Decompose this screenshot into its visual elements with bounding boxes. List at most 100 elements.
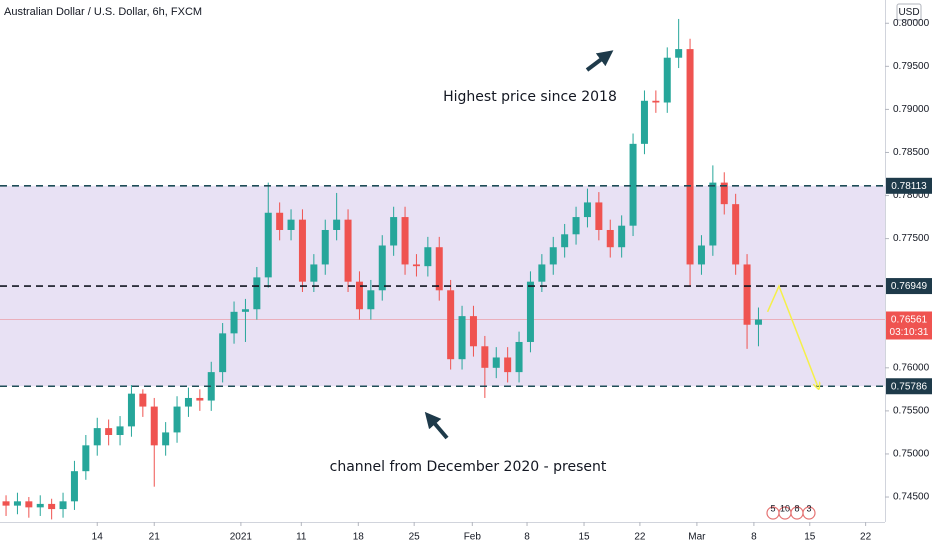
candle-body (720, 182, 728, 205)
candle-body (139, 393, 147, 407)
y-tick-label: 0.75500 (893, 406, 930, 417)
y-tick-label: 0.77500 (893, 233, 930, 244)
candle-body (618, 225, 626, 248)
projection-line (766, 284, 818, 386)
candle-body (70, 471, 78, 502)
x-tick-label: 21 (149, 532, 161, 543)
y-tick-label: 0.74500 (893, 492, 930, 503)
candle-body (2, 501, 10, 506)
candle-body (105, 428, 113, 435)
level-label-box (886, 378, 932, 395)
candle-body (595, 202, 603, 230)
candle-body (447, 290, 455, 360)
candle-body (276, 212, 284, 230)
x-tick-label: 14 (92, 532, 104, 543)
candle-body (504, 357, 512, 373)
level-label-box (886, 177, 932, 194)
level-label-box (886, 278, 932, 295)
candle-body (116, 426, 124, 435)
x-tick-label: 8 (524, 532, 530, 543)
candle-body (298, 219, 306, 282)
candle-body (732, 204, 740, 265)
candle-body (48, 503, 56, 510)
candle-body (127, 393, 135, 427)
level-label: 0.76949 (891, 281, 928, 292)
x-tick-label: 2021 (230, 532, 253, 543)
candle-body (526, 281, 534, 342)
candle-body (310, 264, 318, 282)
candle-body (549, 247, 557, 265)
x-tick-label: 15 (804, 532, 816, 543)
y-tick-label: 0.76000 (893, 362, 930, 373)
candle-body (561, 234, 569, 248)
candle-body (25, 501, 33, 508)
plot-area: 5 10 8 3 (0, 18, 885, 520)
candle-body (754, 319, 762, 325)
y-tick-label: 0.75000 (893, 449, 930, 460)
candle-body (743, 264, 751, 325)
current-price-label: 0.76561 (891, 315, 928, 326)
candle-body (59, 501, 67, 510)
x-tick-label: 15 (578, 532, 590, 543)
candle-body (435, 247, 443, 291)
y-tick-label: 0.80000 (893, 18, 930, 29)
candle-body (583, 202, 591, 218)
candle-body (458, 316, 466, 360)
candle-body (424, 247, 432, 267)
candle-body (675, 49, 683, 58)
x-tick-label: 18 (353, 532, 365, 543)
y-tick-label: 0.78000 (893, 190, 930, 201)
annotation: channel from December 2020 - present (330, 459, 607, 475)
candle-body (82, 445, 90, 472)
candle-body (93, 428, 101, 446)
candle-body (606, 229, 614, 248)
candle-body (469, 316, 477, 347)
candle-body (162, 432, 170, 446)
candle-body (697, 245, 705, 265)
level-label: 0.75786 (891, 381, 928, 392)
candle-body (150, 406, 158, 446)
candle-body (184, 397, 192, 407)
candle-body (640, 100, 648, 144)
candle-body (709, 182, 717, 246)
candle-body (219, 333, 227, 373)
x-tick-label: 22 (634, 532, 646, 543)
candle-body (173, 406, 181, 433)
candle-body (367, 290, 375, 310)
candle-body (572, 217, 580, 235)
candle-body (230, 311, 238, 334)
candle-body (13, 501, 21, 506)
event-label: 10 (780, 503, 790, 513)
candle-body (36, 503, 44, 508)
candle-body (207, 372, 215, 401)
candle-body (538, 264, 546, 282)
candle-body (378, 245, 386, 291)
axes: 0.80000 0.79500 0.79000 0.78500 0.78000 0.775… (92, 18, 932, 543)
candle-body (355, 281, 363, 310)
candle-body (481, 346, 489, 368)
unit-box (896, 3, 922, 21)
candle-body (686, 49, 694, 265)
level-label: 0.78113 (891, 181, 927, 192)
annotation: Highest price since 2018 (443, 89, 617, 105)
candle-body (241, 309, 249, 312)
candle-body (390, 217, 398, 246)
x-tick-label: 11 (296, 532, 307, 543)
candle-body (264, 212, 272, 278)
annotation-arrow (424, 411, 449, 440)
current-price-box (886, 311, 932, 340)
candle-body (401, 217, 409, 265)
event-label: 8 (794, 503, 799, 513)
event-label: 3 (806, 503, 811, 513)
x-tick-label: 22 (860, 532, 872, 543)
y-tick-label: 0.78500 (893, 147, 930, 158)
candle-body (321, 229, 329, 265)
candle-body (344, 219, 352, 282)
candle-body (663, 57, 671, 103)
y-tick-label: 0.79000 (893, 104, 930, 115)
annotation-arrow (585, 50, 614, 72)
x-tick-label: Feb (464, 532, 482, 543)
candle-body (492, 357, 500, 368)
chart-title: Australian Dollar / U.S. Dollar, 6h, FXC… (4, 6, 202, 18)
